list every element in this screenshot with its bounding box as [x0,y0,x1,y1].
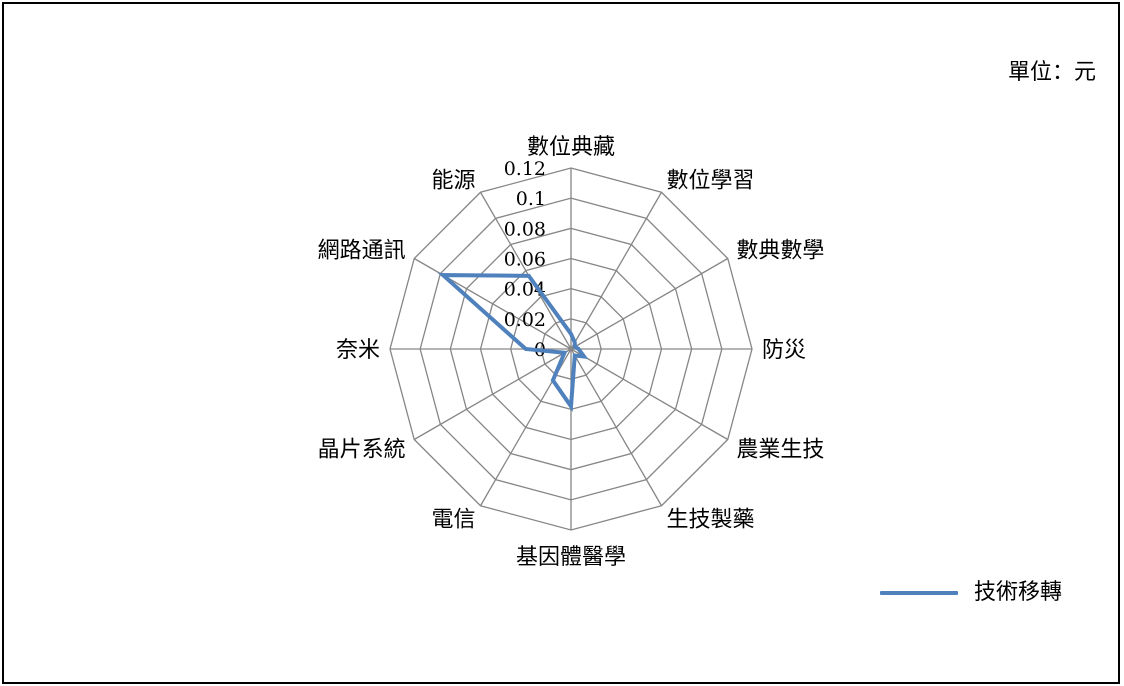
spoke-line [570,348,663,507]
tick-label: 0.06 [504,249,546,271]
category-label: 防災 [762,338,806,363]
legend-line-icon [880,591,958,595]
category-label: 奈米 [336,338,380,363]
category-label: 電信 [431,507,475,532]
spoke-line [479,191,572,350]
category-label: 網路通訊 [318,239,406,264]
category-label: 數位學習 [667,169,755,194]
category-label: 能源 [431,169,475,194]
category-label: 晶片系統 [318,438,406,463]
tick-label: 0.12 [504,158,546,180]
spoke-line [570,191,663,350]
tick-label: 0.1 [516,188,546,210]
legend-label: 技術移轉 [974,580,1063,605]
unit-label: 單位：元 [1007,60,1096,85]
tick-label: 0.08 [504,218,546,240]
category-label: 數位典藏 [527,135,615,160]
spoke-line [570,348,729,441]
category-label: 生技製藥 [667,507,755,532]
spoke-line [413,348,572,441]
category-label: 農業生技 [736,438,824,463]
spoke-line [570,257,729,350]
tick-label: 0.02 [504,309,546,331]
category-label: 數典數學 [736,239,824,264]
legend: 技術移轉 [880,582,1062,604]
category-label: 基因體醫學 [516,545,626,570]
